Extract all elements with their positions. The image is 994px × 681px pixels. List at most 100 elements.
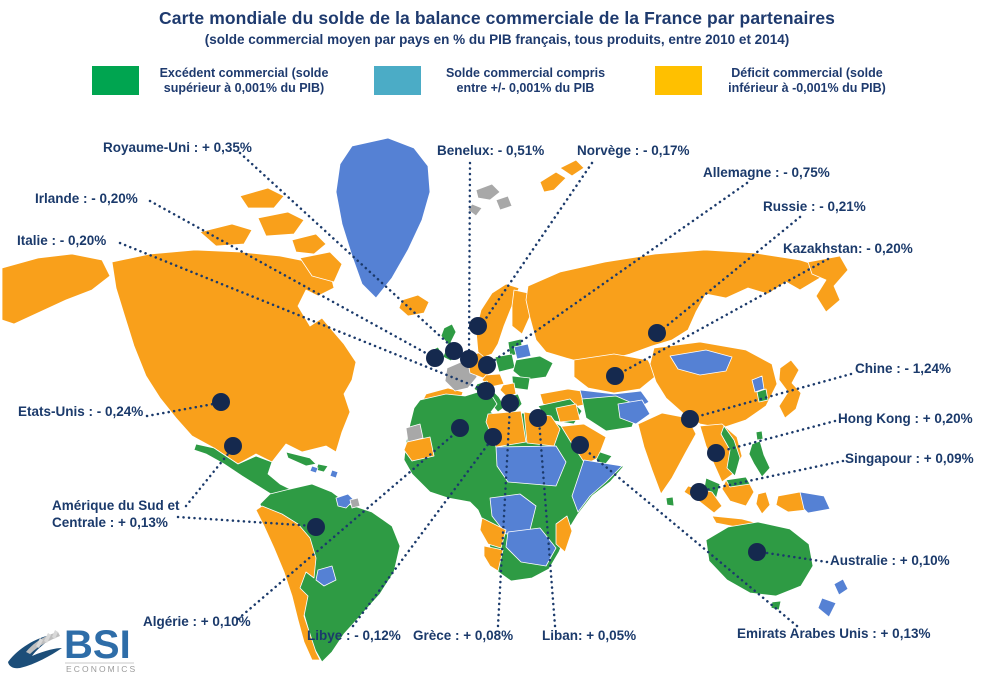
partner-label-kazakhstan: Kazakhstan: - 0,20%: [783, 241, 913, 256]
partner-label-norvege: Norvège : - 0,17%: [577, 143, 690, 158]
deficit-label: Déficit commercial (solde inférieur à -0…: [728, 66, 886, 95]
deficit-swatch: [655, 66, 702, 95]
partner-label-italie: Italie : - 0,20%: [17, 233, 107, 248]
partner-label-benelux: Benelux: - 0,51%: [437, 143, 545, 158]
partner-label-grece: Grèce : + 0,08%: [413, 628, 514, 643]
leader-etats-unis: [145, 401, 221, 418]
marker-kazakhstan: [606, 367, 624, 385]
zambia-mozambique-blue: [505, 527, 557, 567]
leader-singapour: [699, 459, 845, 493]
country-greenland: [335, 137, 431, 299]
marker-singapour: [690, 483, 708, 501]
leader-liban: [537, 418, 557, 628]
leader-irlande: [148, 199, 435, 359]
partner-label-singapour: Singapour : + 0,09%: [845, 451, 974, 466]
poland-green: [494, 353, 516, 373]
svalbard-gray: [467, 183, 513, 217]
legend-item-deficit: Déficit commercial (solde inférieur à -0…: [655, 66, 902, 96]
leader-algerie: [236, 428, 461, 621]
partner-label-amerique-sud-centrale: Amérique du Sud et Centrale : + 0,13%: [52, 498, 180, 530]
legend: Excédent commercial (solde supérieur à 0…: [92, 66, 902, 96]
mauritania-orange: [403, 436, 435, 462]
partner-label-hong-kong: Hong Kong : + 0,20%: [838, 411, 973, 426]
legend-item-balanced: Solde commercial compris entre +/- 0,001…: [373, 66, 621, 96]
cuba: [285, 451, 329, 473]
country-japan: [778, 359, 802, 419]
belarus-blue: [513, 343, 532, 360]
page-title: Carte mondiale du solde de la balance co…: [159, 8, 835, 28]
leader-norvege: [478, 161, 594, 329]
balanced-swatch: [373, 66, 421, 95]
leader-chine: [690, 372, 853, 420]
leader-hong-kong: [716, 419, 837, 454]
marker-allemagne: [478, 356, 496, 374]
mongolia-blue: [669, 349, 733, 376]
leader-amerique-sud: [176, 515, 316, 528]
leader-grece: [496, 404, 512, 628]
country-india: [637, 412, 697, 495]
suriname-gray: [349, 497, 361, 509]
leader-australie: [765, 551, 829, 564]
partner-label-russie: Russie : - 0,21%: [763, 199, 866, 214]
bsi-economics-logo: BSI ECONOMICS: [8, 623, 137, 674]
leader-libye: [351, 437, 494, 628]
marker-irlande: [426, 349, 444, 367]
country-africa: [403, 391, 625, 582]
country-iceland: [398, 294, 430, 317]
afghanistan-blue: [617, 399, 651, 425]
partner-label-chine: Chine : - 1,24%: [855, 361, 952, 376]
surplus-label: Excédent commercial (solde supérieur à 0…: [159, 66, 329, 95]
borneo-malaysia-green: [725, 476, 751, 488]
page-subtitle: (solde commercial moyen par pays en % du…: [204, 32, 790, 47]
leader-lines: [118, 151, 853, 628]
philippines-green: [748, 440, 771, 478]
country-russia: [525, 249, 837, 365]
country-canada-usa: [111, 249, 357, 465]
header: Carte mondiale du solde de la balance co…: [0, 8, 994, 47]
western-sahara-gray: [405, 423, 424, 443]
sulawesi-orange: [755, 491, 771, 515]
marker-emirats: [571, 436, 589, 454]
novaya-zemlya: [539, 159, 585, 193]
marker-mexique: [224, 437, 242, 455]
balanced-label: Solde commercial compris entre +/- 0,001…: [445, 66, 606, 95]
partner-label-emirats: Emirats Arabes Unis : + 0,13%: [737, 626, 931, 641]
leader-benelux: [467, 161, 472, 357]
chukotka-kamchatka: [807, 255, 849, 313]
marker-norvege: [469, 317, 487, 335]
balkans-orange: [499, 382, 517, 397]
new-guinea-east-blue: [799, 491, 831, 514]
namibia-orange: [483, 545, 504, 572]
marker-hong-kong: [707, 444, 725, 462]
partner-label-australie: Australie : + 0,10%: [830, 553, 950, 568]
markers: [212, 317, 766, 561]
leader-kazakhstan: [615, 257, 830, 377]
marker-algerie: [451, 419, 469, 437]
marker-liban: [529, 409, 547, 427]
new-zealand-blue: [817, 578, 849, 618]
world-map: [1, 137, 849, 663]
leader-russie: [656, 215, 802, 335]
marker-royaume-uni: [445, 342, 463, 360]
partner-label-libye: Libye : - 0,12%: [307, 628, 401, 643]
logo-text-bsi: BSI: [64, 623, 131, 667]
leader-italie: [118, 241, 486, 392]
marker-grece: [501, 394, 519, 412]
logo-swoosh-icon: [8, 630, 62, 669]
marker-amerique-sud: [307, 518, 325, 536]
marker-benelux: [460, 350, 478, 368]
leader-amerique-centrale: [184, 447, 234, 508]
marker-chine: [681, 410, 699, 428]
partner-label-algerie: Algérie : + 0,10%: [143, 614, 251, 629]
partner-label-royaume-uni: Royaume-Uni : + 0,35%: [103, 140, 252, 155]
marker-etats-unis: [212, 393, 230, 411]
peru-bolivia-chile-orange: [255, 505, 321, 661]
country-alaska: [1, 253, 111, 325]
logo-text-economics: ECONOMICS: [66, 664, 137, 674]
partner-label-irlande: Irlande : - 0,20%: [35, 191, 138, 206]
arctic-islands: [199, 187, 343, 283]
logo-bars: [36, 630, 58, 648]
marker-australie: [748, 543, 766, 561]
